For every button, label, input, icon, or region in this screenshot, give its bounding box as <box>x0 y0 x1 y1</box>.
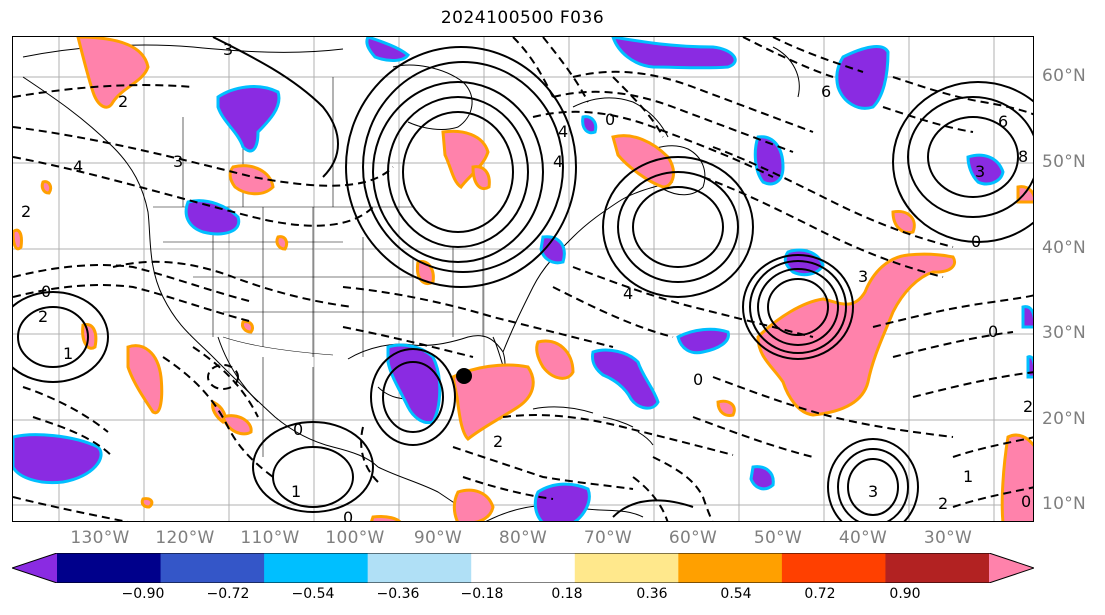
lon-label: 30°W <box>923 528 973 548</box>
map-panel: 3 2 4 3 2 0 2 1 1 0 2 4 0 4 6 3 6 <box>12 36 1034 522</box>
contour-label: 0 <box>693 370 703 389</box>
lon-label: 90°W <box>413 528 463 548</box>
location-marker <box>456 368 472 384</box>
solid-contours <box>13 37 1033 521</box>
lat-label: 40°N <box>1042 238 1087 258</box>
contour-label: 1 <box>963 467 973 486</box>
contour-label: 2 <box>938 494 948 513</box>
contour-label: 6 <box>821 82 831 101</box>
lon-label: 130°W <box>70 528 130 548</box>
map-canvas: 3 2 4 3 2 0 2 1 1 0 2 4 0 4 6 3 6 <box>13 37 1033 522</box>
colorbar <box>12 553 1034 583</box>
colorbar-tick-label: −0.72 <box>206 586 250 602</box>
colorbar-segment <box>57 553 162 583</box>
colorbar-extend-low <box>12 553 57 583</box>
colorbar-tick-label: 0.36 <box>636 586 668 602</box>
colorbar-tick-label: −0.54 <box>291 586 335 602</box>
lon-label: 120°W <box>155 528 215 548</box>
lat-label: 50°N <box>1042 152 1087 172</box>
lon-label: 100°W <box>325 528 385 548</box>
lon-label: 110°W <box>240 528 300 548</box>
colorbar-tick-label: 0.54 <box>720 586 752 602</box>
colorbar-tick-label: −0.90 <box>121 586 165 602</box>
contour-label: 3 <box>975 162 985 181</box>
colorbar-tick-label: −0.18 <box>460 586 504 602</box>
colorbar-segment <box>885 553 990 583</box>
contour-label: 0 <box>971 232 981 251</box>
lon-label: 60°W <box>668 528 718 548</box>
colorbar-segment <box>574 553 679 583</box>
contour-label: 4 <box>73 157 83 176</box>
contour-label: 3 <box>173 152 183 171</box>
colorbar-segment <box>471 553 576 583</box>
contour-label: 3 <box>223 40 233 59</box>
contour-label: 2 <box>38 307 48 326</box>
negative-shading <box>13 37 1033 521</box>
colorbar-extend-high <box>989 553 1034 583</box>
figure-title: 2024100500 F036 <box>440 8 605 28</box>
contour-label: 0 <box>1021 492 1031 511</box>
colorbar-segment <box>678 553 783 583</box>
colorbar-segment <box>781 553 886 583</box>
lon-label: 80°W <box>498 528 548 548</box>
contour-labels: 3 2 4 3 2 0 2 1 1 0 2 4 0 4 6 3 6 <box>21 40 1033 522</box>
lon-label: 70°W <box>583 528 633 548</box>
contour-label: 4 <box>553 152 563 171</box>
contour-label: 2 <box>21 202 31 221</box>
colorbar-segment <box>367 553 472 583</box>
contour-label: 3 <box>868 482 878 501</box>
contour-label: 2 <box>493 432 503 451</box>
contour-label: 0 <box>41 282 51 301</box>
dashed-contours <box>13 37 1033 521</box>
contour-label: 4 <box>623 284 633 303</box>
contour-label: 2 <box>118 92 128 111</box>
contour-label: 4 <box>558 122 568 141</box>
contour-label: 0 <box>343 508 353 522</box>
contour-label: 0 <box>605 110 615 129</box>
contour-label: 6 <box>998 112 1008 131</box>
colorbar-tick-label: 0.72 <box>804 586 836 602</box>
colorbar-segment <box>264 553 369 583</box>
contour-label: 1 <box>63 344 73 363</box>
lon-label: 50°W <box>753 528 803 548</box>
contour-label: 2 <box>1023 397 1033 416</box>
lat-label: 10°N <box>1042 494 1087 514</box>
contour-label: 8 <box>1018 147 1028 166</box>
lon-label: 40°W <box>838 528 888 548</box>
positive-shading <box>13 37 1033 521</box>
contour-label: 0 <box>988 322 998 341</box>
colorbar-tick-label: 0.18 <box>551 586 583 602</box>
lat-label: 30°N <box>1042 323 1087 343</box>
lat-label: 60°N <box>1042 66 1087 86</box>
lat-label: 20°N <box>1042 409 1087 429</box>
contour-label: 1 <box>291 482 301 501</box>
colorbar-tick-label: 0.90 <box>889 586 921 602</box>
colorbar-segment <box>160 553 265 583</box>
colorbar-tick-label: −0.36 <box>376 586 420 602</box>
contour-label: 3 <box>858 267 868 286</box>
contour-label: 0 <box>293 420 303 439</box>
